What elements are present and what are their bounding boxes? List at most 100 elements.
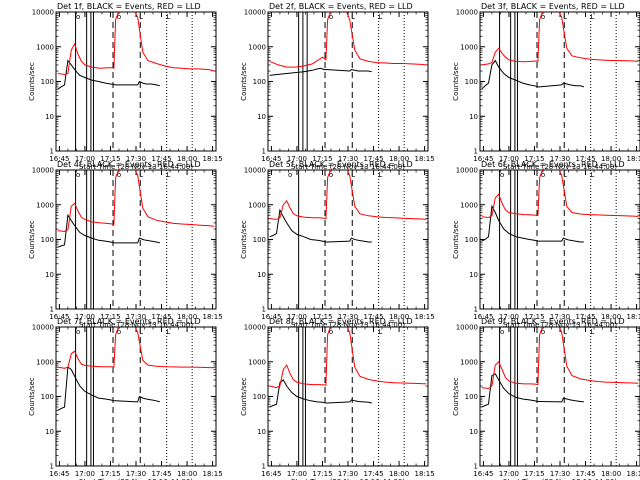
detector-panel: Det 9f, BLACK = Events, RED = LLD 1 10 100 1… xyxy=(452,317,640,480)
x-tick-label: 17:30 xyxy=(338,313,358,321)
event-rate-line xyxy=(57,59,160,90)
event-marker: o xyxy=(329,328,333,336)
x-tick-label: 17:15 xyxy=(312,155,332,163)
x-tick-label: 17:00 xyxy=(287,313,307,321)
panel-title: Det 4f, BLACK = Events, RED = LLD xyxy=(57,160,201,169)
event-rate-line xyxy=(57,213,160,248)
y-tick-label: 10 xyxy=(469,271,478,279)
y-tick-label: 1 xyxy=(50,306,54,314)
event-marker: o xyxy=(76,171,80,179)
event-marker: L xyxy=(139,328,143,336)
y-tick-label: 1000 xyxy=(248,43,266,51)
x-tick-label: 18:00 xyxy=(389,470,409,478)
y-tick-label: 1 xyxy=(474,306,478,314)
event-marker: L xyxy=(378,328,382,336)
y-tick-label: 10 xyxy=(257,113,266,121)
event-marker: o xyxy=(541,13,545,21)
y-tick-label: 10000 xyxy=(456,9,478,17)
event-rate-line xyxy=(481,59,584,90)
event-marker: o xyxy=(541,328,545,336)
y-tick-label: 10000 xyxy=(456,167,478,175)
y-tick-label: 1000 xyxy=(460,43,478,51)
lld-rate-line xyxy=(57,327,215,369)
x-tick-label: 16:45 xyxy=(473,470,493,478)
event-marker: o xyxy=(117,13,121,21)
x-tick-label: 17:45 xyxy=(575,155,595,163)
y-tick-label: 1000 xyxy=(248,358,266,366)
event-marker: o xyxy=(500,171,504,179)
event-rate-line xyxy=(57,366,160,411)
lld-rate-line xyxy=(57,12,215,75)
lld-rate-line xyxy=(269,170,427,220)
event-marker: o xyxy=(500,328,504,336)
panel-title: Det 5f, BLACK = Events, RED = LLD xyxy=(269,160,413,169)
x-tick-label: 17:15 xyxy=(100,313,120,321)
x-tick-label: 16:45 xyxy=(473,155,493,163)
detector-panel: Det 8f, BLACK = Events, RED = LLD 1 10 100 1… xyxy=(240,317,435,480)
event-marker: L xyxy=(139,171,143,179)
panel-title: Det 7f, BLACK = Events, RED = LLD xyxy=(57,317,201,326)
y-tick-label: 100 xyxy=(253,393,266,401)
y-tick-label: 100 xyxy=(253,78,266,86)
x-tick-label: 16:45 xyxy=(473,313,493,321)
y-axis-label: Counts/sec xyxy=(28,62,36,101)
detector-panel: Det 1f, BLACK = Events, RED = LLD 1 10 100 1… xyxy=(28,2,223,171)
x-tick-label: 18:00 xyxy=(601,155,621,163)
x-tick-label: 17:30 xyxy=(338,155,358,163)
event-rate-line xyxy=(269,67,372,76)
x-tick-label: 17:30 xyxy=(126,155,146,163)
lld-rate-line xyxy=(269,12,427,68)
x-axis-label: Start Time (28-Nov-13 16:44:00) xyxy=(503,478,617,480)
x-tick-label: 18:15 xyxy=(627,470,640,478)
x-tick-label: 17:00 xyxy=(75,470,95,478)
event-marker: o xyxy=(117,328,121,336)
panel-title: Det 9f, BLACK = Events, RED = LLD xyxy=(481,317,625,326)
y-tick-label: 100 xyxy=(465,236,478,244)
y-tick-label: 1000 xyxy=(460,201,478,209)
x-tick-label: 17:15 xyxy=(312,470,332,478)
y-axis-label: Counts/sec xyxy=(240,377,248,416)
event-marker: L xyxy=(166,171,170,179)
x-tick-label: 17:45 xyxy=(363,155,383,163)
y-tick-label: 100 xyxy=(41,393,54,401)
x-tick-label: 17:00 xyxy=(499,155,519,163)
event-marker: L xyxy=(590,171,594,179)
y-tick-label: 1 xyxy=(262,463,266,471)
y-tick-label: 1 xyxy=(262,148,266,156)
detector-panel: Det 5f, BLACK = Events, RED = LLD 1 10 100 1… xyxy=(240,160,435,329)
x-tick-label: 18:15 xyxy=(203,155,223,163)
event-marker: L xyxy=(351,13,355,21)
lld-rate-line xyxy=(481,12,639,66)
x-tick-label: 17:30 xyxy=(550,470,570,478)
y-tick-label: 1000 xyxy=(460,358,478,366)
y-tick-label: 1 xyxy=(50,463,54,471)
x-tick-label: 17:45 xyxy=(363,313,383,321)
event-marker: L xyxy=(166,328,170,336)
y-axis-label: Counts/sec xyxy=(28,220,36,259)
x-tick-label: 18:00 xyxy=(177,155,197,163)
event-marker: L xyxy=(378,13,382,21)
x-tick-label: 18:00 xyxy=(601,313,621,321)
x-tick-label: 16:45 xyxy=(261,155,281,163)
y-tick-label: 100 xyxy=(253,236,266,244)
x-tick-label: 16:45 xyxy=(49,313,69,321)
panel-grid: Det 1f, BLACK = Events, RED = LLD 1 10 100 1… xyxy=(28,2,640,480)
y-tick-label: 100 xyxy=(41,236,54,244)
event-marker: o xyxy=(541,171,545,179)
x-tick-label: 17:45 xyxy=(151,155,171,163)
x-tick-label: 17:45 xyxy=(575,313,595,321)
y-tick-label: 100 xyxy=(465,78,478,86)
event-marker: L xyxy=(378,171,382,179)
event-marker: L xyxy=(590,328,594,336)
x-tick-label: 18:15 xyxy=(203,470,223,478)
x-tick-label: 17:00 xyxy=(499,470,519,478)
y-tick-label: 10000 xyxy=(32,9,54,17)
y-tick-label: 10 xyxy=(257,428,266,436)
x-tick-label: 18:15 xyxy=(627,313,640,321)
detector-panel: Det 2f, BLACK = Events, RED = LLD 1 10 100 1… xyxy=(240,2,435,171)
y-axis-label: Counts/sec xyxy=(452,62,460,101)
x-tick-label: 17:00 xyxy=(287,155,307,163)
x-tick-label: 18:15 xyxy=(203,313,223,321)
x-tick-label: 17:00 xyxy=(287,470,307,478)
y-axis-label: Counts/sec xyxy=(452,377,460,416)
